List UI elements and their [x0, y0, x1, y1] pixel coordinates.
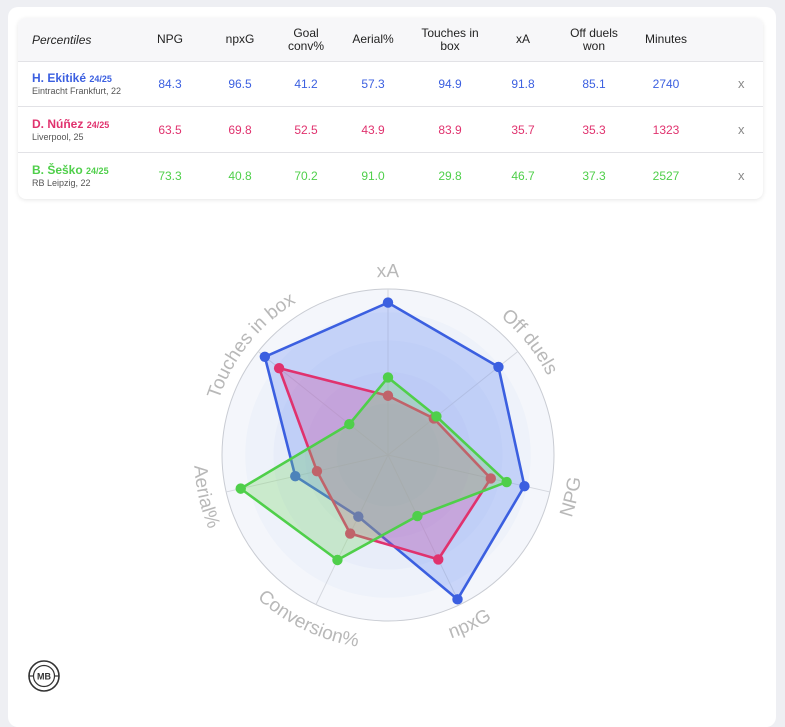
- table-cell: 41.2: [294, 76, 318, 91]
- table-cell: 69.8: [228, 122, 252, 137]
- radar-point: [382, 297, 394, 308]
- table-cell: 91.0: [361, 168, 385, 183]
- remove-player-button[interactable]: x: [738, 76, 745, 91]
- table-cell: 83.9: [438, 122, 462, 137]
- player-club: RB Leipzig, 22: [32, 178, 91, 188]
- table-cell: 57.3: [361, 76, 385, 91]
- radar-point: [382, 372, 394, 383]
- player-season: 24/25: [86, 166, 109, 176]
- radar-spoke: [387, 454, 461, 605]
- column-header-line: NPG: [156, 32, 183, 46]
- column-header: xA: [492, 18, 554, 61]
- radar-axis-label-text: Aerial%: [189, 464, 224, 531]
- table-cell: 37.3: [582, 168, 606, 183]
- table-cell: 85.1: [582, 76, 606, 91]
- table-cell: 73.3: [158, 168, 182, 183]
- header-label: Percentiles: [32, 32, 92, 47]
- radar-series-area: [277, 366, 493, 561]
- mb-logo: MB: [28, 660, 60, 692]
- radar-point: [452, 594, 463, 605]
- table-row: D. Núñez 24/25 Liverpool, 25 63.5 69.8 52.5 4…: [18, 107, 763, 153]
- table-cell: 35.3: [582, 122, 606, 137]
- radar-point: [433, 554, 444, 565]
- column-header: NPG: [136, 18, 204, 61]
- radar-point: [259, 351, 271, 362]
- radar-axis-label: NPG: [556, 475, 585, 519]
- player-name[interactable]: B. Šeško 24/25: [32, 163, 109, 177]
- player-club: Liverpool, 25: [32, 132, 84, 142]
- column-header: Aerial%: [339, 18, 407, 61]
- radar-series-area: [239, 376, 508, 562]
- radar-point: [501, 476, 512, 488]
- percentiles-table: Percentiles NPG npxG Goal conv% Aerial% Touch…: [18, 18, 763, 199]
- table-row: B. Šeško 24/25 RB Leipzig, 22 73.3 40.8 70.2…: [18, 153, 763, 198]
- logo-text: MB: [37, 672, 51, 682]
- column-header-line: won: [582, 38, 605, 53]
- remove-player-button[interactable]: x: [738, 122, 745, 137]
- table-cell: 91.8: [511, 76, 535, 91]
- radar-axis-label: xA: [376, 261, 400, 282]
- table-row: H. Ekitiké 24/25 Eintracht Frankfurt, 22 8…: [18, 61, 763, 107]
- radar-point: [485, 473, 496, 484]
- table-cell: 29.8: [438, 168, 462, 183]
- column-header-line: box: [440, 38, 460, 53]
- remove-player-button[interactable]: x: [738, 168, 745, 183]
- column-header-line: Minutes: [644, 32, 688, 46]
- table-cell: 43.9: [361, 122, 385, 137]
- radar-axis-label-text: NPG: [556, 475, 585, 519]
- column-header-line: Touches in: [421, 25, 479, 40]
- radar-point: [493, 361, 504, 373]
- player-name[interactable]: D. Núñez 24/25: [32, 117, 109, 131]
- table-cell: 96.5: [228, 76, 252, 91]
- table-cell: 70.2: [294, 168, 318, 183]
- player-season: 24/25: [86, 120, 110, 130]
- player-season: 24/25: [89, 74, 112, 84]
- column-header-line: xA: [515, 32, 530, 46]
- player-club: Eintracht Frankfurt, 22: [32, 86, 122, 96]
- radar-point: [273, 362, 285, 374]
- radar-point: [344, 528, 356, 539]
- column-header-line: conv%: [287, 38, 325, 53]
- player-name[interactable]: H. Ekitiké 24/25: [32, 71, 112, 85]
- radar-point: [311, 466, 323, 477]
- column-header: Off duels won: [555, 18, 633, 61]
- radar-point: [519, 480, 530, 492]
- column-header-line: npxG: [225, 32, 255, 46]
- table-cell: 63.5: [158, 122, 182, 137]
- radar-point: [353, 511, 364, 522]
- radar-axis-label-text: npxG: [446, 605, 495, 643]
- column-header: Goal conv%: [272, 18, 340, 61]
- radar-point: [290, 470, 301, 482]
- column-header-line: Aerial%: [352, 32, 394, 46]
- radar-point: [344, 418, 355, 430]
- column-header: Minutes: [635, 18, 697, 61]
- table-header: Percentiles NPG npxG Goal conv% Aerial% Touch…: [18, 18, 763, 62]
- radar-axis-label: npxG: [446, 605, 495, 643]
- radar-point: [431, 411, 442, 422]
- player-name-text: H. Ekitiké: [32, 71, 87, 85]
- column-header-line: Goal: [293, 25, 319, 40]
- radar-point: [235, 483, 246, 494]
- table-cell: 2740: [652, 76, 680, 91]
- player-name-text: B. Šeško: [32, 163, 83, 177]
- column-header-line: Off duels: [570, 25, 618, 40]
- table-cell: 84.3: [158, 76, 182, 91]
- radar-spoke: [226, 454, 389, 493]
- table-cell: 46.7: [511, 168, 535, 183]
- column-header: Touches in box: [411, 18, 489, 61]
- table-cell: 94.9: [438, 76, 462, 91]
- player-name-text: D. Núñez: [32, 117, 84, 131]
- column-header: npxG: [206, 18, 274, 61]
- radar-axis-label: Aerial%: [189, 464, 224, 531]
- table-cell: 1323: [652, 122, 680, 137]
- radar-point: [382, 390, 394, 401]
- table-cell: 35.7: [511, 122, 535, 137]
- radar-point: [332, 554, 343, 566]
- table-cell: 52.5: [294, 122, 318, 137]
- radar-axis-label-text: xA: [376, 261, 400, 282]
- table-cell: 40.8: [228, 168, 252, 183]
- table-cell: 2527: [652, 168, 680, 183]
- radar-point: [412, 510, 423, 522]
